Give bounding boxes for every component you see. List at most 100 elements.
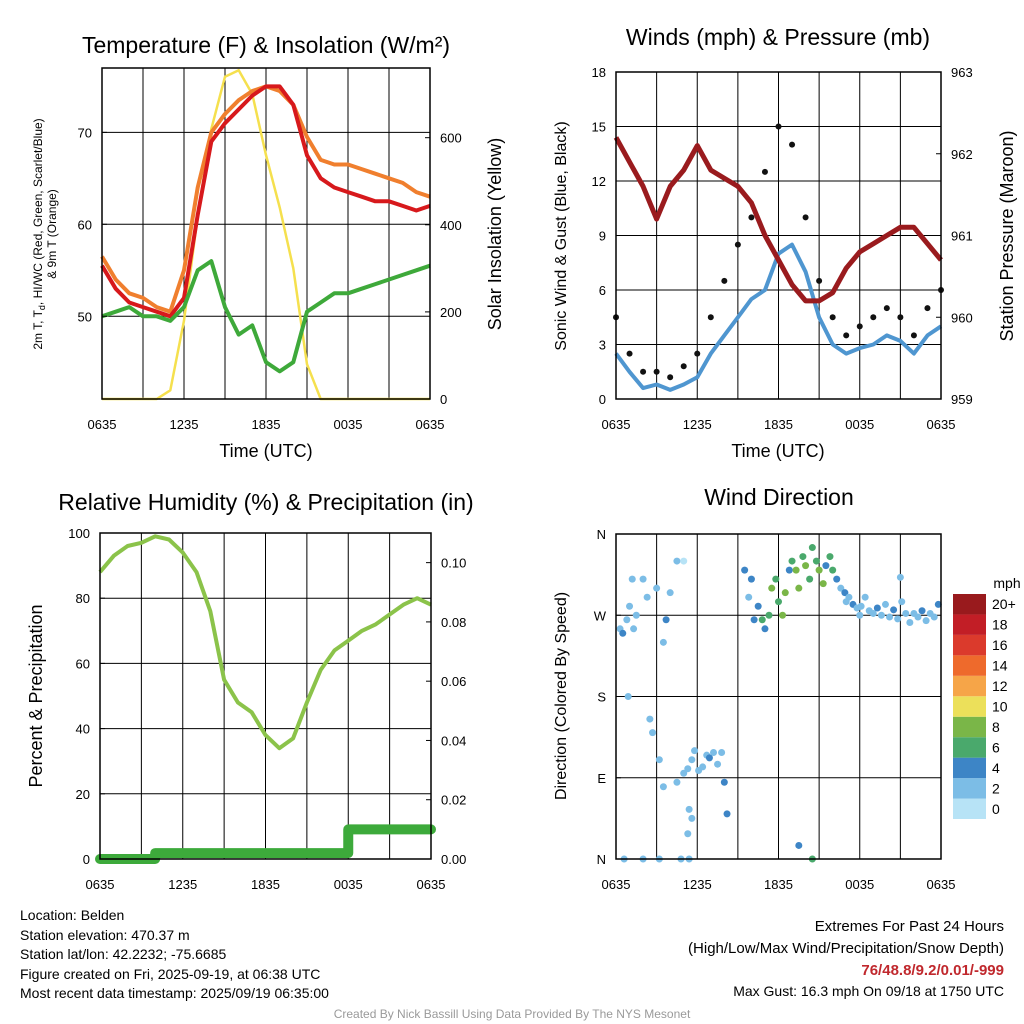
direction-point — [680, 557, 688, 565]
direction-point — [754, 602, 762, 610]
direction-point — [930, 613, 938, 621]
x-tick-label: 1235 — [683, 877, 712, 892]
direction-point — [659, 638, 667, 646]
direction-point — [896, 573, 904, 581]
gust-point — [802, 214, 809, 221]
direction-axes: 0635 1235 1835 0035 0635 N E S W N — [594, 527, 956, 892]
colorbar-tick-label: 10 — [992, 699, 1008, 715]
direction-point — [815, 566, 823, 574]
gust-point — [721, 277, 728, 284]
temperature-ylabel-left-line2: & 9m T (Orange) — [45, 189, 59, 279]
humidity-line — [98, 534, 432, 751]
direction-point — [745, 593, 753, 601]
colorbar: 0 2 4 6 8 10 12 14 16 18 20+ — [953, 594, 1016, 819]
temperature-frame — [101, 67, 431, 400]
humidity-series — [95, 534, 436, 864]
direction-point — [624, 693, 632, 700]
gust-point — [707, 314, 714, 321]
winds-xlabel: Time (UTC) — [731, 441, 824, 461]
direction-point — [653, 584, 661, 592]
colorbar-tick-label: 16 — [992, 637, 1008, 653]
direction-point — [705, 754, 713, 762]
direction-point — [685, 805, 693, 813]
x-tick-label: 0035 — [845, 417, 874, 432]
y-tick-label-left: 100 — [68, 526, 90, 541]
direction-point — [857, 602, 865, 610]
x-tick-label: 1835 — [252, 417, 281, 432]
direction-point — [643, 593, 651, 601]
gust-point — [640, 368, 647, 375]
gust-point — [816, 277, 823, 284]
x-tick-label: 0635 — [86, 877, 115, 892]
y-tick-label-left: 12 — [592, 174, 606, 189]
colorbar-cell — [953, 757, 986, 779]
colorbar-cell — [953, 594, 986, 615]
humidity-title: Relative Humidity (%) & Precipitation (i… — [58, 489, 473, 515]
colorbar-cell — [953, 614, 986, 635]
colorbar-cell — [953, 634, 986, 656]
y-tick-label-left: 6 — [599, 283, 606, 298]
y-tick-label-left: 0 — [83, 852, 90, 867]
x-tick-label: 0035 — [845, 877, 874, 892]
pressure-line — [613, 136, 943, 304]
direction-point — [886, 613, 894, 621]
direction-point — [873, 604, 881, 612]
y-tick-label-left: N — [597, 852, 606, 867]
x-tick-label: 1235 — [683, 417, 712, 432]
temperature-series-line — [100, 84, 431, 319]
direction-point — [720, 778, 728, 786]
extremes-values: 76/48.8/9.2/0.01/-999 — [861, 962, 1004, 979]
direction-point — [869, 609, 877, 617]
direction-point — [890, 606, 898, 614]
direction-point — [856, 611, 864, 619]
x-tick-label: 1835 — [764, 877, 793, 892]
direction-point — [781, 589, 789, 597]
direction-point — [826, 553, 834, 561]
direction-point — [842, 598, 850, 606]
colorbar-tick-label: 18 — [992, 617, 1008, 633]
direction-point — [626, 602, 634, 610]
colorbar-tick-label: 4 — [992, 760, 1000, 776]
direction-point — [918, 607, 926, 615]
direction-point — [894, 615, 902, 623]
humidity-grid — [100, 533, 431, 859]
y-tick-label-left: N — [597, 527, 606, 542]
extremes-title: Extremes For Past 24 Hours — [814, 918, 1004, 935]
y-tick-label-right: 0 — [440, 392, 447, 407]
direction-point — [747, 575, 755, 583]
direction-point — [699, 763, 707, 771]
direction-point — [680, 769, 688, 777]
y-tick-label-right: 0.02 — [441, 793, 466, 808]
gust-point — [870, 314, 877, 321]
y-tick-label-left: 70 — [78, 125, 92, 140]
x-tick-label: 1235 — [168, 877, 197, 892]
y-tick-label-left: 50 — [78, 309, 92, 324]
max-gust: Max Gust: 16.3 mph On 09/18 at 1750 UTC — [733, 983, 1004, 999]
extremes-info: Extremes For Past 24 Hours (High/Low/Max… — [688, 916, 1004, 1002]
direction-point — [861, 593, 869, 601]
direction-point — [833, 575, 841, 583]
direction-point — [922, 617, 930, 625]
gust-point — [789, 141, 796, 148]
gust-point — [626, 350, 633, 357]
gust-point — [775, 123, 782, 130]
winds-panel: Winds (mph) & Pressure (mb) 0635 1235 1835… — [553, 24, 1017, 461]
direction-ylabel-left: Direction (Colored By Speed) — [553, 592, 570, 800]
temperature-xlabel: Time (UTC) — [219, 441, 312, 461]
direction-point — [808, 544, 816, 552]
colorbar-tick-label: 2 — [992, 780, 1000, 796]
temperature-series-line — [101, 259, 431, 374]
y-tick-label-right: 0.06 — [441, 674, 466, 689]
direction-point — [799, 553, 807, 561]
colorbar-cell — [953, 655, 986, 676]
direction-point — [630, 625, 638, 633]
y-tick-label-left: 3 — [599, 338, 606, 353]
x-tick-label: 1835 — [764, 417, 793, 432]
y-tick-label-right: 0.10 — [441, 556, 466, 571]
x-tick-label: 0635 — [416, 417, 445, 432]
temperature-title: Temperature (F) & Insolation (W/m²) — [82, 32, 450, 58]
colorbar-tick-label: 20+ — [992, 596, 1016, 612]
temperature-grid — [102, 68, 430, 399]
direction-point — [812, 557, 820, 565]
